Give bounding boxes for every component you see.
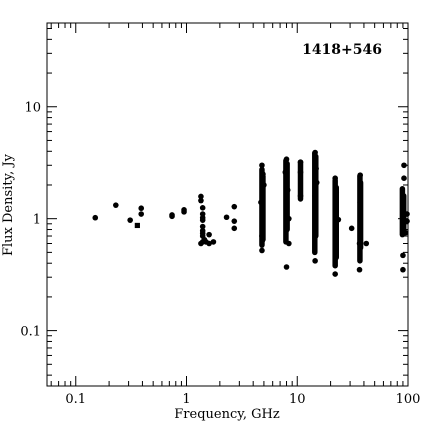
data-point	[404, 218, 410, 224]
data-point	[231, 203, 238, 210]
data-point	[312, 258, 318, 264]
data-point	[181, 209, 187, 215]
data-point	[312, 149, 318, 156]
data-point	[231, 218, 238, 224]
data-point	[282, 169, 289, 176]
x-axis-label: Frequency, GHz	[174, 407, 280, 422]
data-point	[297, 193, 304, 199]
y-tick-label: 10	[24, 101, 41, 116]
data-point	[206, 231, 212, 238]
data-point	[259, 233, 265, 239]
data-point	[402, 229, 409, 236]
data-point	[401, 175, 407, 181]
x-tick-label: 1	[182, 392, 190, 407]
data-point	[286, 215, 292, 222]
y-tick-label: 1	[33, 213, 41, 228]
data-point	[198, 197, 204, 204]
data-point	[223, 214, 230, 221]
data-point	[198, 193, 204, 200]
plot-frame	[46, 22, 409, 387]
data-point	[348, 225, 355, 232]
data-point	[199, 223, 206, 230]
data-point	[357, 172, 363, 178]
data-point	[284, 187, 291, 193]
data-point-square	[134, 222, 140, 229]
data-bands	[259, 150, 407, 269]
data-point	[259, 162, 265, 169]
data-point	[92, 214, 99, 221]
x-tick-label: 10	[289, 392, 306, 407]
data-point	[258, 199, 264, 206]
data-point	[363, 240, 370, 247]
data-point	[261, 182, 267, 188]
data-point	[138, 205, 145, 212]
data-point	[332, 175, 338, 181]
data-point	[313, 165, 319, 172]
x-axis-tick-labels: 0.1 1 10 100	[65, 392, 420, 407]
data-point	[198, 240, 204, 247]
data-point	[286, 240, 292, 247]
data-point	[231, 225, 238, 232]
data-points	[92, 149, 410, 277]
data-point	[259, 247, 265, 254]
data-point	[356, 240, 363, 247]
chart-title: 1418+546	[302, 42, 382, 58]
data-point	[400, 252, 406, 259]
data-point	[210, 239, 217, 245]
data-point	[199, 217, 206, 223]
data-point	[199, 205, 206, 211]
data-point	[356, 266, 363, 273]
data-point	[404, 211, 410, 217]
data-point	[401, 162, 407, 169]
data-point	[283, 156, 290, 162]
y-axis-label: Flux Density, Jy	[1, 153, 16, 256]
data-point	[283, 264, 290, 270]
data-point	[332, 271, 338, 277]
data-point	[357, 199, 363, 206]
y-tick-label: 0.1	[20, 325, 41, 340]
y-axis-ticks	[47, 28, 408, 376]
data-point	[206, 240, 212, 247]
data-point	[312, 193, 318, 199]
data-point	[400, 266, 406, 273]
data-point	[313, 179, 320, 186]
data-point	[335, 216, 342, 223]
data-point	[138, 211, 145, 217]
data-point	[127, 217, 133, 223]
data-point	[113, 202, 119, 208]
data-point	[260, 171, 266, 177]
data-point	[400, 196, 406, 202]
x-axis-ticks	[50, 23, 409, 386]
x-tick-label: 0.1	[65, 392, 86, 407]
data-point	[297, 159, 304, 165]
data-point	[169, 213, 175, 220]
data-point	[297, 169, 304, 176]
x-tick-label: 100	[396, 392, 421, 407]
data-point	[333, 190, 340, 196]
y-axis-tick-labels: 0.1 1 10	[20, 101, 41, 340]
